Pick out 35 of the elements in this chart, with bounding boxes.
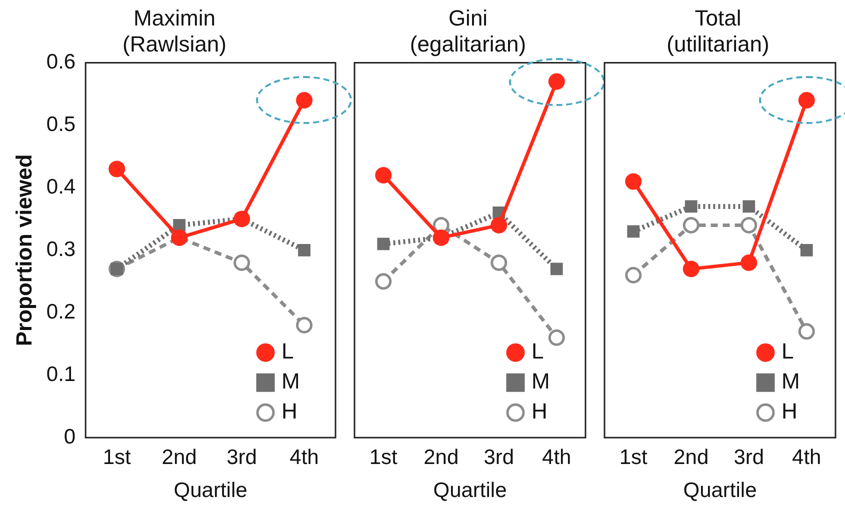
x-tick-label: 4th [290, 446, 319, 469]
legend-label: M [532, 368, 550, 394]
x-tick-label: 1st [369, 446, 398, 469]
x-tick-label: 3rd [734, 446, 764, 469]
legend-label: H [532, 398, 548, 424]
x-tick-label: 3rd [484, 446, 514, 469]
x-tick-label: 1st [619, 446, 648, 469]
x-axis-title: Quartile [174, 479, 248, 502]
x-tick-label: 2nd [162, 446, 197, 469]
legend-label: H [782, 398, 798, 424]
y-tick-label: 0.1 [46, 362, 76, 386]
x-axis-title: Quartile [683, 479, 757, 502]
x-tick-label: 4th [542, 446, 572, 469]
y-tick-label: 0.6 [46, 50, 76, 74]
legend-label: H [282, 398, 298, 424]
y-tick-label: 0.4 [46, 176, 76, 199]
y-tick-label: 0.5 [46, 113, 76, 136]
chart-title: Maximin (Rawlsian) [122, 5, 226, 57]
legend-label: M [282, 368, 300, 394]
x-tick-label: 1st [102, 446, 132, 469]
y-tick-label: 0 [64, 425, 76, 448]
y-tick-label: 0.3 [46, 238, 76, 261]
x-tick-label: 2nd [424, 446, 459, 469]
y-axis-title: Proportion viewed [11, 154, 36, 346]
x-tick-label: 3rd [226, 446, 257, 469]
y-tick-label: 0.2 [46, 300, 76, 324]
legend-label: M [782, 368, 800, 394]
legend-label: L [532, 338, 544, 364]
x-axis-title: Quartile [433, 479, 507, 502]
chart-title: Total (utilitarian) [666, 5, 770, 57]
legend-label: L [282, 338, 294, 364]
x-tick-label: 4th [792, 446, 822, 469]
chart-title: Gini (egalitarian) [410, 5, 526, 57]
x-tick-label: 2nd [674, 446, 709, 469]
legend-label: L [782, 338, 794, 364]
